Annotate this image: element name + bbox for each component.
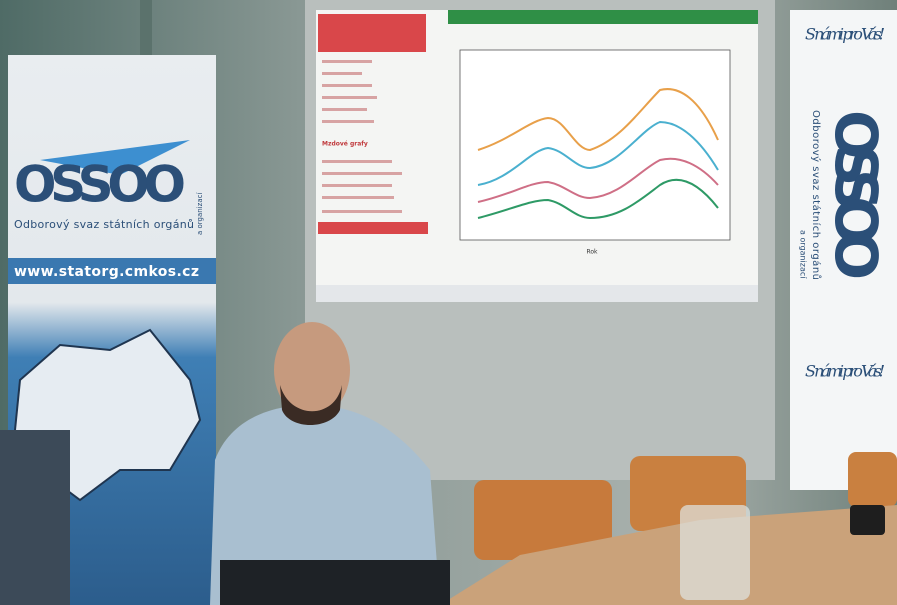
x-axis-label: Rok [586, 249, 598, 256]
laptop [220, 560, 450, 605]
left-subtitle: Odborový svaz státních orgánů [14, 218, 194, 231]
right-subtitle: Odborový svaz státních orgánů [810, 110, 822, 280]
left-logo: OSSOO [14, 156, 186, 214]
left-subtitle-side: a organizací [196, 192, 204, 235]
chair [848, 452, 897, 507]
sidebar-title-box [318, 14, 426, 52]
right-slogan-top: S námi pro Vás! [805, 25, 885, 44]
sidebar-active [318, 222, 428, 234]
photo: Mzdové grafy Rok OSSOO Odborový svaz stá… [0, 0, 897, 605]
cup [850, 505, 885, 535]
foreground-person [0, 430, 70, 605]
right-logo: OSSOO [822, 110, 890, 280]
water-pitcher [680, 505, 750, 600]
taskbar [316, 285, 758, 302]
browser-bar [448, 10, 758, 24]
sidebar-heading: Mzdové grafy [322, 141, 368, 148]
right-slogan-bottom: S námi pro Vás! [805, 362, 885, 381]
left-url: www.statorg.cmkos.cz [14, 264, 199, 280]
right-subtitle-side: a organizací [799, 230, 808, 279]
page: Mzdové grafy Rok OSSOO Odborový svaz stá… [0, 0, 897, 605]
